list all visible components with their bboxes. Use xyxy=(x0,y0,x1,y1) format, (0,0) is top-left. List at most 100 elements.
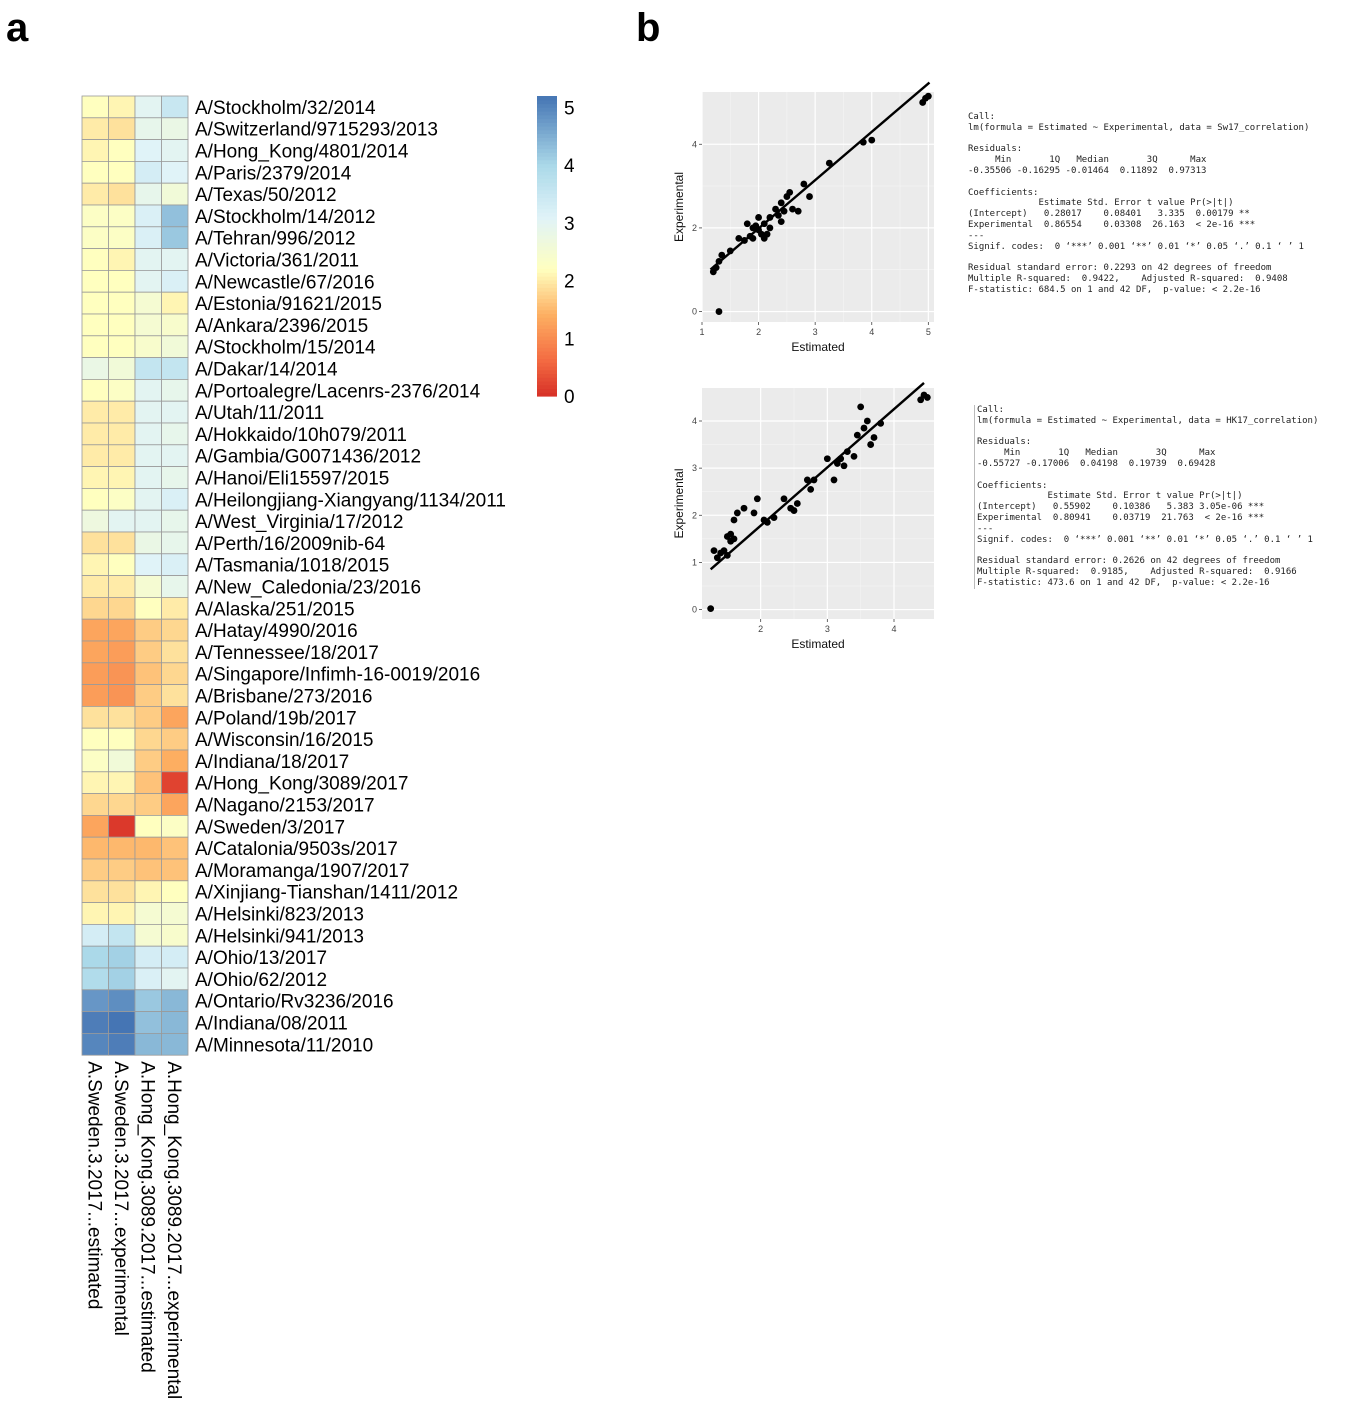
colorbar-segment xyxy=(537,171,557,176)
heatmap-cell xyxy=(81,815,109,838)
heatmap-cell xyxy=(161,182,189,206)
heatmap-cell xyxy=(134,160,162,184)
row-label: A/Victoria/361/2011 xyxy=(195,251,359,272)
colorbar-segment xyxy=(537,118,557,123)
column-label: A.Sweden.3.2017...estimated xyxy=(83,1061,104,1309)
data-point xyxy=(922,94,929,102)
data-point xyxy=(753,495,761,503)
row-label: A/Hong_Kong/3089/2017 xyxy=(195,774,408,795)
colorbar-segment xyxy=(537,201,557,206)
data-point xyxy=(777,199,785,207)
data-point xyxy=(727,530,735,538)
heatmap-cell xyxy=(134,1033,162,1056)
data-point xyxy=(718,251,726,259)
heatmap-cell xyxy=(108,95,136,119)
colorbar-segment xyxy=(537,156,557,161)
data-point xyxy=(837,455,845,463)
heatmap-cell xyxy=(134,182,162,206)
data-point xyxy=(868,136,876,144)
data-point xyxy=(919,99,927,106)
colorbar-tick-label: 0 xyxy=(564,387,575,408)
colorbar-segment xyxy=(537,302,557,307)
colorbar-segment xyxy=(537,369,557,375)
colorbar-segment xyxy=(537,111,557,116)
y-tick-label: 4 xyxy=(692,416,697,426)
heatmap-cell xyxy=(108,182,136,206)
data-point xyxy=(758,230,765,238)
heatmap-cell xyxy=(108,357,136,380)
heatmap-cell xyxy=(134,793,162,816)
heatmap-cell xyxy=(161,357,189,380)
colorbar-segment xyxy=(537,373,557,378)
heatmap-cell xyxy=(108,575,136,598)
heatmap-cell xyxy=(134,117,162,141)
heatmap-cell xyxy=(81,989,109,1012)
data-point xyxy=(777,218,785,226)
heatmap-cell xyxy=(108,880,136,903)
heatmap-cell xyxy=(161,858,189,882)
data-point xyxy=(746,232,754,240)
row-label: A/Ontario/Rv3236/2016 xyxy=(195,992,394,1013)
data-point xyxy=(800,180,808,188)
colorbar-segment xyxy=(537,362,557,367)
heatmap-cell xyxy=(81,291,109,315)
data-point xyxy=(860,424,868,432)
data-point xyxy=(877,419,885,427)
row-label: A/Brisbane/273/2016 xyxy=(195,687,372,708)
heatmap-cell xyxy=(134,989,162,1012)
heatmap-cell xyxy=(81,880,109,903)
data-point xyxy=(843,448,851,456)
heatmap-cell xyxy=(81,422,109,446)
heatmap-cell xyxy=(161,880,189,903)
colorbar-segment xyxy=(537,193,557,198)
y-tick-label: 0 xyxy=(692,307,697,317)
data-point xyxy=(825,159,833,167)
heatmap-cell xyxy=(81,182,109,206)
row-label: A/Stockholm/15/2014 xyxy=(195,338,376,359)
row-label: A/Wisconsin/16/2015 xyxy=(195,730,374,751)
x-axis-title: Estimated xyxy=(791,340,844,354)
heatmap-cell xyxy=(134,640,162,664)
colorbar-segment xyxy=(537,332,557,337)
colorbar-tick-label: 1 xyxy=(564,329,575,350)
data-point xyxy=(859,138,867,146)
heatmap-cell xyxy=(81,531,109,555)
row-label: A/Tennessee/18/2017 xyxy=(195,643,379,664)
heatmap-cell xyxy=(81,902,109,925)
heatmap-cell xyxy=(108,400,136,424)
heatmap-cell xyxy=(161,487,189,511)
colorbar-segment xyxy=(537,129,557,135)
heatmap-cell xyxy=(134,749,162,773)
heatmap-cell xyxy=(81,706,109,729)
colorbar-segment xyxy=(537,148,557,153)
x-tick-label: 3 xyxy=(825,624,830,634)
y-axis-title: Experimental xyxy=(672,172,686,242)
heatmap-cell xyxy=(108,444,136,467)
heatmap-cell xyxy=(161,706,189,729)
heatmap-cell xyxy=(108,793,136,816)
heatmap-cell xyxy=(81,771,109,794)
row-label: A/Ohio/13/2017 xyxy=(195,948,327,969)
heatmap-cell xyxy=(108,749,136,773)
colorbar-tick-label: 5 xyxy=(564,99,575,120)
colorbar-segment xyxy=(537,167,557,172)
colorbar-segment xyxy=(537,261,557,266)
heatmap-cell xyxy=(134,706,162,729)
heatmap-cell xyxy=(161,378,189,402)
heatmap-cell xyxy=(134,684,162,707)
heatmap-cell xyxy=(81,836,109,860)
heatmap-cell xyxy=(81,858,109,882)
data-point xyxy=(786,188,794,196)
heatmap-cell xyxy=(134,444,162,467)
heatmap-cell xyxy=(81,793,109,816)
column-label: A.Hong_Kong.3089.2017...estimated xyxy=(136,1061,157,1373)
data-point xyxy=(712,264,720,272)
heatmap-cell xyxy=(108,706,136,729)
colorbar-segment xyxy=(537,223,557,228)
colorbar-segment xyxy=(537,347,557,352)
heatmap-cell xyxy=(108,684,136,707)
heatmap-cell xyxy=(81,749,109,773)
heatmap-cell xyxy=(81,335,109,358)
heatmap-cell xyxy=(108,378,136,402)
data-point xyxy=(760,516,768,524)
